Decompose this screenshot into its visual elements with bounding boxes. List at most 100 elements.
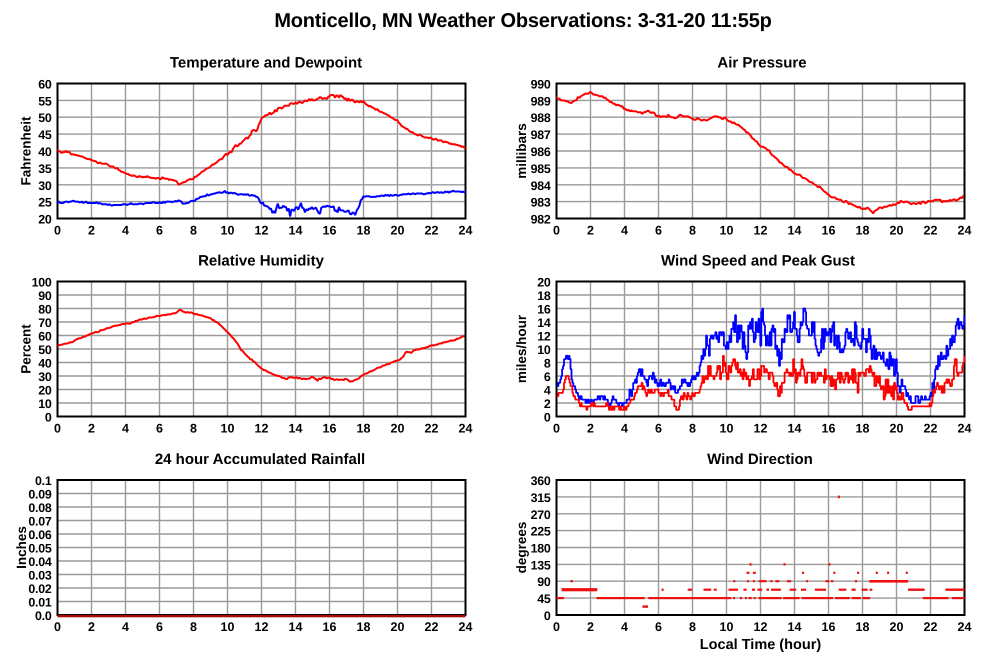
svg-text:6: 6 bbox=[655, 422, 662, 436]
svg-text:0: 0 bbox=[544, 609, 551, 623]
svg-text:90: 90 bbox=[38, 289, 52, 303]
svg-text:8: 8 bbox=[544, 357, 551, 371]
svg-text:22: 22 bbox=[924, 422, 938, 436]
svg-text:10: 10 bbox=[720, 224, 734, 238]
svg-text:millibars: millibars bbox=[514, 123, 529, 179]
svg-text:0: 0 bbox=[544, 411, 551, 425]
svg-text:70: 70 bbox=[38, 316, 52, 330]
svg-text:45: 45 bbox=[537, 592, 551, 606]
svg-text:8: 8 bbox=[689, 224, 696, 238]
svg-text:12: 12 bbox=[255, 422, 269, 436]
svg-text:12: 12 bbox=[754, 620, 768, 634]
svg-text:24: 24 bbox=[958, 224, 972, 238]
svg-text:Relative Humidity: Relative Humidity bbox=[198, 253, 325, 270]
svg-text:24: 24 bbox=[459, 620, 473, 634]
svg-text:16: 16 bbox=[822, 224, 836, 238]
svg-text:40: 40 bbox=[38, 357, 52, 371]
svg-text:12: 12 bbox=[255, 620, 269, 634]
svg-text:22: 22 bbox=[425, 422, 439, 436]
svg-text:10: 10 bbox=[720, 620, 734, 634]
svg-text:20: 20 bbox=[890, 224, 904, 238]
svg-text:8: 8 bbox=[689, 422, 696, 436]
svg-text:10: 10 bbox=[537, 343, 551, 357]
svg-text:Inches: Inches bbox=[14, 526, 29, 569]
svg-text:24 hour Accumulated Rainfall: 24 hour Accumulated Rainfall bbox=[155, 451, 365, 468]
svg-text:100: 100 bbox=[32, 276, 52, 290]
svg-text:22: 22 bbox=[425, 224, 439, 238]
svg-text:14: 14 bbox=[289, 620, 303, 634]
svg-text:0.02: 0.02 bbox=[28, 582, 51, 596]
svg-text:6: 6 bbox=[544, 370, 551, 384]
svg-text:14: 14 bbox=[788, 422, 802, 436]
svg-text:24: 24 bbox=[459, 422, 473, 436]
svg-text:Temperature and Dewpoint: Temperature and Dewpoint bbox=[170, 55, 362, 72]
svg-text:0.0: 0.0 bbox=[35, 609, 52, 623]
svg-text:60: 60 bbox=[38, 330, 52, 344]
svg-text:4: 4 bbox=[122, 422, 129, 436]
svg-text:14: 14 bbox=[788, 224, 802, 238]
svg-text:4: 4 bbox=[621, 224, 628, 238]
svg-text:8: 8 bbox=[190, 224, 197, 238]
svg-text:12: 12 bbox=[754, 422, 768, 436]
svg-text:20: 20 bbox=[38, 384, 52, 398]
svg-text:0.07: 0.07 bbox=[28, 515, 51, 529]
svg-text:10: 10 bbox=[221, 422, 235, 436]
svg-text:55: 55 bbox=[38, 94, 52, 108]
svg-text:18: 18 bbox=[856, 224, 870, 238]
svg-text:90: 90 bbox=[537, 575, 551, 589]
svg-text:225: 225 bbox=[531, 525, 551, 539]
svg-text:16: 16 bbox=[323, 620, 337, 634]
svg-text:20: 20 bbox=[391, 422, 405, 436]
svg-text:14: 14 bbox=[289, 422, 303, 436]
svg-text:18: 18 bbox=[537, 289, 551, 303]
svg-text:4: 4 bbox=[544, 384, 551, 398]
svg-text:2: 2 bbox=[544, 397, 551, 411]
svg-text:12: 12 bbox=[754, 224, 768, 238]
svg-text:12: 12 bbox=[255, 224, 269, 238]
svg-text:2: 2 bbox=[88, 224, 95, 238]
svg-text:983: 983 bbox=[531, 196, 551, 210]
svg-text:8: 8 bbox=[689, 620, 696, 634]
svg-text:35: 35 bbox=[38, 162, 52, 176]
svg-text:4: 4 bbox=[122, 224, 129, 238]
svg-text:14: 14 bbox=[289, 224, 303, 238]
svg-text:16: 16 bbox=[323, 422, 337, 436]
svg-text:10: 10 bbox=[221, 620, 235, 634]
svg-text:984: 984 bbox=[531, 179, 551, 193]
svg-text:Local Time (hour): Local Time (hour) bbox=[700, 637, 822, 653]
svg-text:10: 10 bbox=[38, 397, 52, 411]
svg-text:0.08: 0.08 bbox=[28, 501, 51, 515]
svg-text:24: 24 bbox=[958, 422, 972, 436]
svg-text:0: 0 bbox=[54, 422, 61, 436]
svg-text:50: 50 bbox=[38, 343, 52, 357]
svg-text:2: 2 bbox=[587, 620, 594, 634]
svg-text:Fahrenheit: Fahrenheit bbox=[18, 116, 33, 186]
svg-text:6: 6 bbox=[156, 422, 163, 436]
svg-text:0: 0 bbox=[553, 224, 560, 238]
svg-text:0: 0 bbox=[45, 411, 52, 425]
svg-text:45: 45 bbox=[38, 128, 52, 142]
svg-text:16: 16 bbox=[537, 303, 551, 317]
svg-text:0: 0 bbox=[54, 620, 61, 634]
svg-text:0: 0 bbox=[553, 422, 560, 436]
svg-text:22: 22 bbox=[924, 224, 938, 238]
svg-text:Air Pressure: Air Pressure bbox=[717, 55, 806, 72]
svg-text:18: 18 bbox=[357, 422, 371, 436]
svg-text:6: 6 bbox=[655, 620, 662, 634]
svg-text:0: 0 bbox=[54, 224, 61, 238]
svg-text:987: 987 bbox=[531, 128, 551, 142]
svg-text:14: 14 bbox=[788, 620, 802, 634]
svg-text:24: 24 bbox=[958, 620, 972, 634]
svg-text:0.04: 0.04 bbox=[28, 555, 51, 569]
svg-text:20: 20 bbox=[38, 213, 52, 227]
svg-text:14: 14 bbox=[537, 316, 551, 330]
svg-text:22: 22 bbox=[924, 620, 938, 634]
svg-text:2: 2 bbox=[88, 620, 95, 634]
svg-text:16: 16 bbox=[822, 422, 836, 436]
svg-text:60: 60 bbox=[38, 78, 52, 92]
svg-text:12: 12 bbox=[537, 330, 551, 344]
svg-text:8: 8 bbox=[190, 422, 197, 436]
svg-text:2: 2 bbox=[587, 224, 594, 238]
svg-text:0.03: 0.03 bbox=[28, 569, 51, 583]
svg-text:0.01: 0.01 bbox=[28, 596, 51, 610]
